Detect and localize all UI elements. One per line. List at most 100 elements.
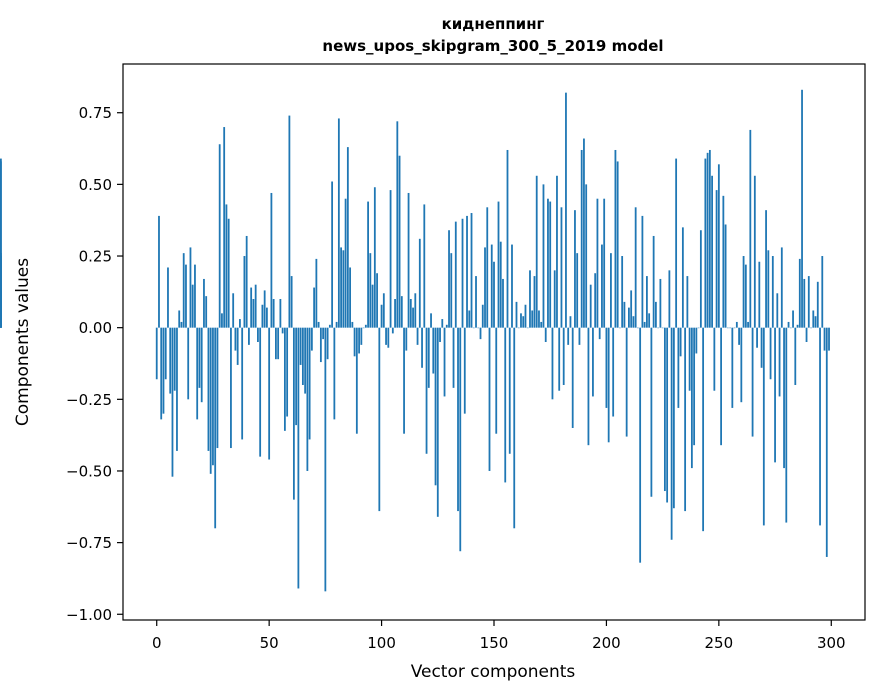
bar [457, 327, 459, 512]
bar [499, 241, 502, 328]
bar [306, 327, 309, 471]
bar [279, 299, 282, 328]
bar [333, 327, 336, 420]
bar [672, 327, 675, 509]
bar [185, 264, 187, 328]
bar [310, 327, 313, 351]
bar [164, 327, 167, 380]
bar [747, 321, 749, 328]
x-tick-label: 300 [817, 634, 846, 652]
bar [648, 313, 651, 328]
bar [558, 327, 561, 391]
y-tick-label: 0.00 [79, 319, 112, 337]
bar [216, 327, 219, 449]
bar [677, 327, 680, 408]
bar [335, 321, 338, 328]
bar [650, 327, 653, 497]
bar [769, 327, 772, 380]
bar [641, 215, 644, 328]
bar [796, 324, 799, 328]
bar [295, 327, 298, 426]
bar [612, 327, 615, 417]
bar [704, 158, 707, 328]
bar [205, 296, 208, 328]
x-axis: 0 50 100 150 200 250 300 [152, 620, 846, 652]
bar [675, 158, 678, 328]
bar [583, 138, 585, 328]
bar [198, 327, 201, 388]
bar [158, 215, 160, 328]
bar [378, 327, 381, 512]
bar [171, 327, 174, 477]
bar [196, 327, 199, 420]
bar [400, 296, 403, 328]
bar [421, 327, 423, 368]
bar [254, 284, 257, 328]
bar [562, 327, 565, 385]
bar [634, 207, 637, 328]
bar [346, 147, 349, 328]
bar [490, 244, 493, 328]
bar [266, 307, 268, 328]
bar [684, 327, 687, 512]
bar [547, 198, 549, 328]
bar [738, 327, 740, 345]
bar [461, 218, 464, 328]
bar [292, 327, 295, 500]
bar [695, 327, 698, 354]
bar [589, 284, 592, 328]
bar [178, 310, 181, 328]
bar [182, 253, 185, 328]
bar [160, 327, 163, 420]
bar [783, 327, 785, 469]
bar [571, 327, 574, 428]
bar [697, 327, 700, 329]
bar [324, 327, 327, 592]
bar [191, 284, 194, 328]
bar [466, 215, 468, 328]
bar [787, 321, 790, 328]
bar [470, 213, 473, 328]
bar [610, 253, 612, 328]
bar [439, 327, 441, 342]
bar [520, 313, 522, 328]
bar [362, 327, 365, 329]
bar [515, 301, 518, 328]
bar [560, 207, 563, 328]
bar [344, 198, 347, 328]
bar [733, 327, 736, 329]
bar [574, 210, 576, 328]
bar [493, 261, 495, 328]
bar [524, 304, 527, 328]
bar [200, 327, 203, 403]
bar [257, 327, 259, 342]
bar [232, 293, 235, 328]
bar [452, 327, 455, 388]
bar [281, 327, 284, 334]
bar [349, 267, 351, 328]
bar [454, 221, 457, 328]
bar [646, 276, 648, 328]
bar [621, 256, 624, 328]
bar [268, 327, 271, 460]
bar [396, 121, 399, 328]
x-tick-label: 50 [260, 634, 279, 652]
bar [744, 264, 747, 328]
bar [0, 161, 2, 328]
bar [162, 327, 165, 414]
bar [468, 310, 471, 328]
bar [203, 278, 205, 328]
chart-subtitle: news_upos_skipgram_300_5_2019 model [322, 37, 663, 55]
y-tick-label: −0.75 [66, 534, 112, 552]
bar [209, 327, 212, 474]
bar-series [0, 89, 830, 592]
bar [239, 319, 241, 328]
bar [578, 327, 581, 345]
bar [212, 327, 214, 466]
bar [601, 244, 603, 328]
bar [690, 327, 693, 469]
bar [371, 284, 374, 328]
bar [580, 149, 583, 328]
bar [155, 327, 158, 380]
